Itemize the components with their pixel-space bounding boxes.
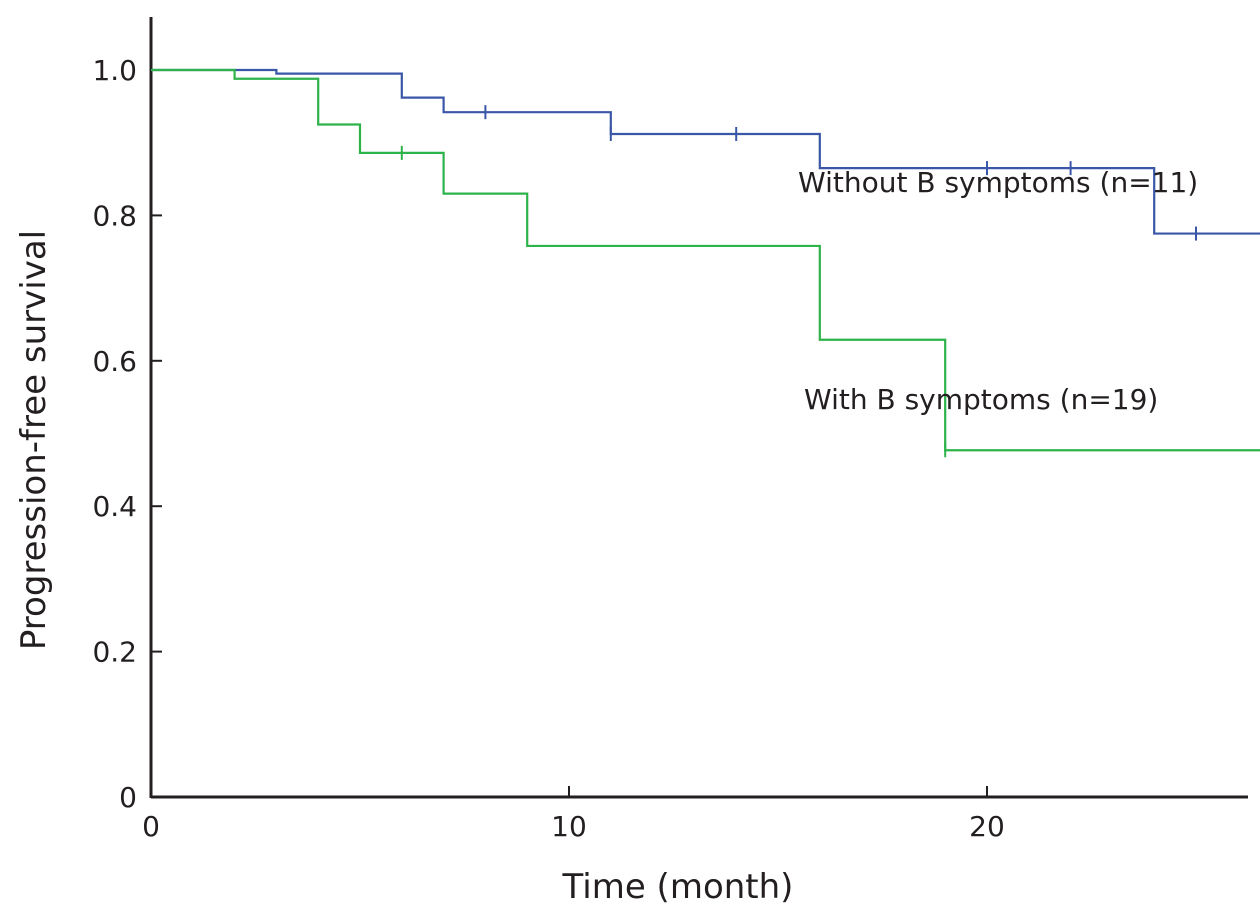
series-line-1 bbox=[151, 68, 1260, 452]
y-tick-label: 0.2 bbox=[92, 636, 137, 669]
y-tick-label: 0 bbox=[119, 781, 137, 814]
y-tick-label: 0.6 bbox=[92, 345, 137, 378]
x-tick-label: 10 bbox=[551, 810, 587, 843]
series-label-without-b: Without B symptoms (n=11) bbox=[798, 166, 1198, 199]
series-label-with-b: With B symptoms (n=19) bbox=[804, 383, 1158, 416]
x-ticks: 01020304050 bbox=[142, 786, 1005, 843]
series-layer bbox=[151, 68, 1260, 458]
axes bbox=[149, 17, 1248, 799]
series-line-0 bbox=[151, 68, 1260, 235]
y-tick-label: 1.0 bbox=[92, 54, 137, 87]
y-ticks: 0 0.2 0.4 0.6 0.8 1.0 bbox=[92, 54, 162, 814]
y-tick-label: 0.8 bbox=[92, 199, 137, 232]
y-tick-label: 0.4 bbox=[92, 490, 137, 523]
y-axis-title: Progression-free survival bbox=[14, 230, 54, 650]
x-tick-label: 20 bbox=[969, 810, 1005, 843]
x-tick-label: 0 bbox=[142, 810, 160, 843]
x-axis-title: Time (month) bbox=[562, 867, 794, 907]
